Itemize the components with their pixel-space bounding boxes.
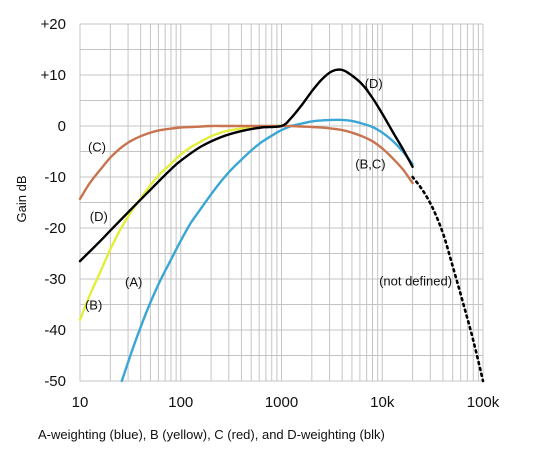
y-tick-label: -30 bbox=[44, 271, 66, 288]
y-tick-label: -10 bbox=[44, 169, 66, 186]
curve-annotations: (A) (B) (C) (D) (D) (B,C) (not defined) bbox=[85, 76, 452, 313]
annotation-label: (B,C) bbox=[355, 156, 385, 171]
y-tick-label: -40 bbox=[44, 322, 66, 339]
x-tick-label: 10 bbox=[72, 394, 89, 411]
chart-caption: A-weighting (blue), B (yellow), C (red),… bbox=[38, 427, 385, 442]
y-axis-label: Gain dB bbox=[14, 176, 29, 223]
series-line-b-c bbox=[78, 124, 414, 201]
y-axis-ticks: +20 +10 0 -10 -20 -30 -40 -50 bbox=[41, 16, 66, 390]
annotation-label: (D) bbox=[90, 209, 108, 224]
y-tick-label: -50 bbox=[44, 373, 66, 390]
y-tick-label: +10 bbox=[41, 67, 66, 84]
grid bbox=[79, 23, 484, 382]
series-line-d bbox=[78, 68, 414, 263]
y-tick-label: +20 bbox=[41, 16, 66, 33]
x-tick-label: 1000 bbox=[265, 394, 298, 411]
annotation-label: (D) bbox=[365, 76, 383, 91]
series-line-a bbox=[120, 118, 414, 383]
x-tick-label: 100 bbox=[168, 394, 193, 411]
y-tick-label: -20 bbox=[44, 220, 66, 237]
y-tick-label: 0 bbox=[58, 118, 66, 135]
annotation-label: (not defined) bbox=[379, 274, 452, 289]
x-axis-ticks: 10 100 1000 10k 100k bbox=[72, 394, 500, 411]
x-tick-label: 100k bbox=[467, 394, 500, 411]
series-line-b bbox=[78, 124, 283, 321]
series-lines bbox=[78, 68, 485, 383]
annotation-label: (B) bbox=[85, 298, 102, 313]
series-line-not-defined bbox=[411, 175, 485, 383]
annotation-label: (C) bbox=[88, 140, 106, 155]
annotation-label: (A) bbox=[125, 275, 142, 290]
x-tick-label: 10k bbox=[370, 394, 395, 411]
